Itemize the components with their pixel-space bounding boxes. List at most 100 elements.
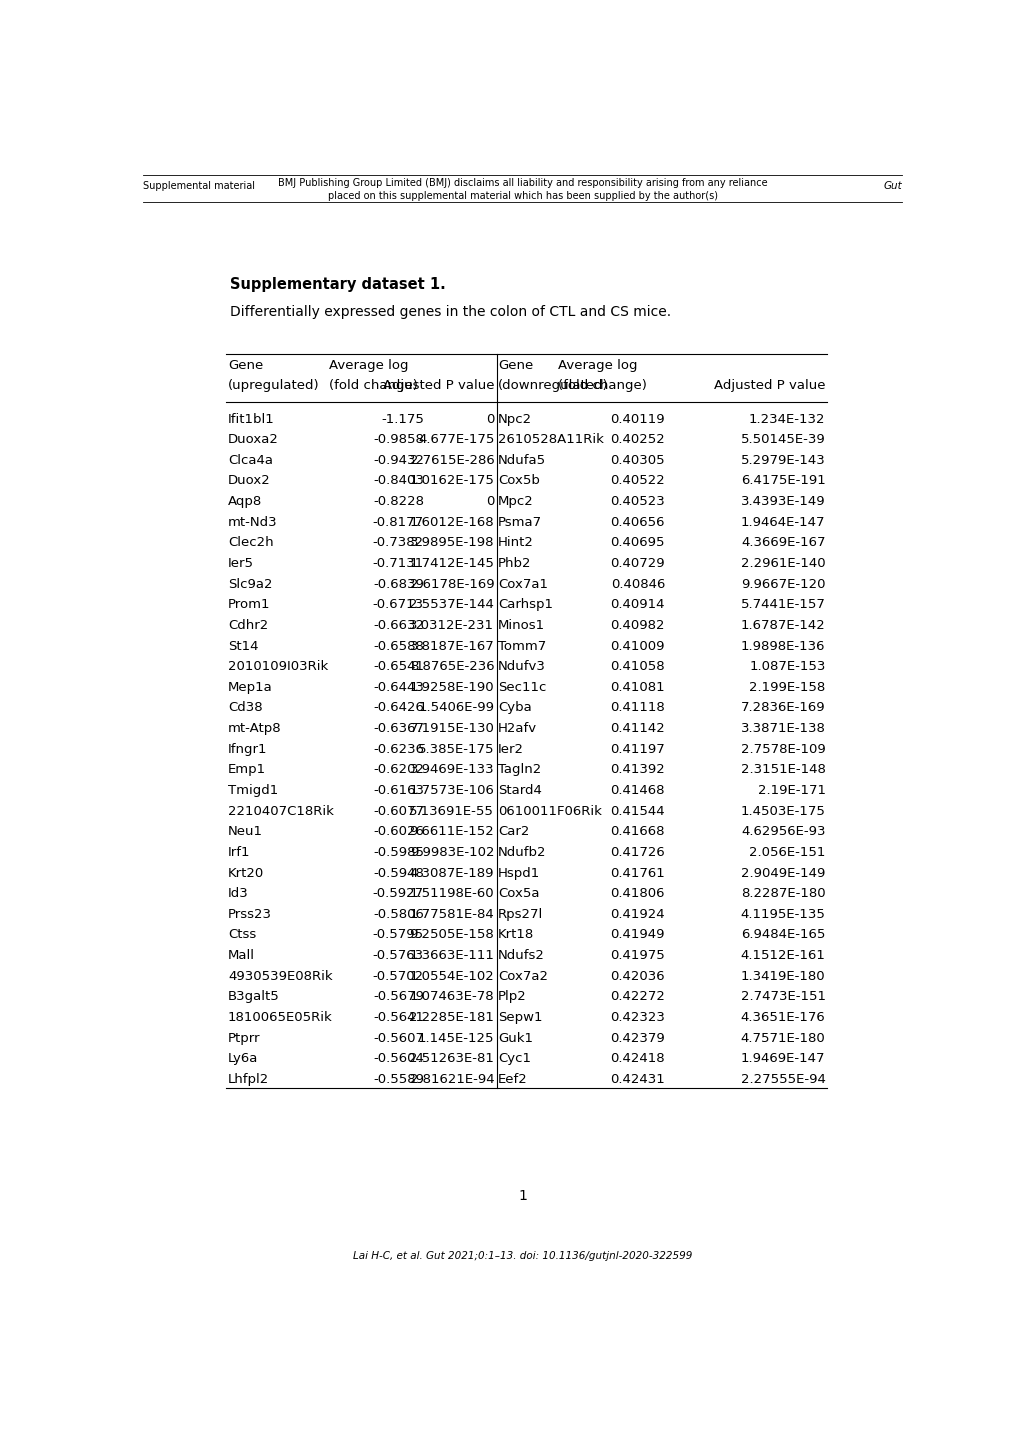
Text: 1.0554E-102: 1.0554E-102 <box>410 969 494 982</box>
Text: Sepw1: Sepw1 <box>497 1011 542 1024</box>
Text: 9.9983E-102: 9.9983E-102 <box>410 846 494 859</box>
Text: 2.51263E-81: 2.51263E-81 <box>409 1053 494 1066</box>
Text: 0610011F06Rik: 0610011F06Rik <box>497 805 601 818</box>
Text: 2610528A11Rik: 2610528A11Rik <box>497 433 603 446</box>
Text: -0.6077: -0.6077 <box>373 805 424 818</box>
Text: 0.41924: 0.41924 <box>609 908 664 921</box>
Text: Ifit1bl1: Ifit1bl1 <box>227 412 274 425</box>
Text: Slc9a2: Slc9a2 <box>227 578 272 591</box>
Text: -0.6236: -0.6236 <box>373 743 424 756</box>
Text: 0.41081: 0.41081 <box>609 681 664 694</box>
Text: 1.6787E-142: 1.6787E-142 <box>740 619 824 632</box>
Text: 3.9469E-133: 3.9469E-133 <box>410 763 494 776</box>
Text: 1.9258E-190: 1.9258E-190 <box>410 681 494 694</box>
Text: Ctss: Ctss <box>227 929 256 942</box>
Text: (fold change): (fold change) <box>329 379 418 392</box>
Text: Tmigd1: Tmigd1 <box>227 784 278 797</box>
Text: 1.9898E-136: 1.9898E-136 <box>740 639 824 653</box>
Text: 0.41009: 0.41009 <box>610 639 664 653</box>
Text: Psma7: Psma7 <box>497 516 542 529</box>
Text: Neu1: Neu1 <box>227 825 263 838</box>
Text: -0.5589: -0.5589 <box>373 1073 424 1086</box>
Text: 1.51198E-60: 1.51198E-60 <box>410 887 494 900</box>
Text: 0.40305: 0.40305 <box>609 454 664 467</box>
Text: 3.3871E-138: 3.3871E-138 <box>740 722 824 735</box>
Text: 3.4393E-149: 3.4393E-149 <box>740 495 824 508</box>
Text: 1.145E-125: 1.145E-125 <box>418 1031 494 1044</box>
Text: 0.40982: 0.40982 <box>610 619 664 632</box>
Text: 0.40914: 0.40914 <box>610 598 664 611</box>
Text: Mall: Mall <box>227 949 255 962</box>
Text: 4.3651E-176: 4.3651E-176 <box>740 1011 824 1024</box>
Text: 2.3151E-148: 2.3151E-148 <box>740 763 824 776</box>
Text: B3galt5: B3galt5 <box>227 991 279 1004</box>
Text: 0.40523: 0.40523 <box>609 495 664 508</box>
Text: Duoxa2: Duoxa2 <box>227 433 278 446</box>
Text: Tagln2: Tagln2 <box>497 763 541 776</box>
Text: 0.40656: 0.40656 <box>610 516 664 529</box>
Text: -0.6367: -0.6367 <box>373 722 424 735</box>
Text: Aqp8: Aqp8 <box>227 495 262 508</box>
Text: 2.2285E-181: 2.2285E-181 <box>409 1011 494 1024</box>
Text: 5.7441E-157: 5.7441E-157 <box>740 598 824 611</box>
Text: Ly6a: Ly6a <box>227 1053 258 1066</box>
Text: 0.41668: 0.41668 <box>610 825 664 838</box>
Text: -0.5763: -0.5763 <box>373 949 424 962</box>
Text: 8.8765E-236: 8.8765E-236 <box>410 660 494 673</box>
Text: 0.41949: 0.41949 <box>610 929 664 942</box>
Text: mt-Nd3: mt-Nd3 <box>227 516 277 529</box>
Text: Irf1: Irf1 <box>227 846 250 859</box>
Text: -0.6202: -0.6202 <box>373 763 424 776</box>
Text: Ndufb2: Ndufb2 <box>497 846 546 859</box>
Text: 9.6611E-152: 9.6611E-152 <box>410 825 494 838</box>
Text: Differentially expressed genes in the colon of CTL and CS mice.: Differentially expressed genes in the co… <box>230 306 671 320</box>
Text: 2.5537E-144: 2.5537E-144 <box>409 598 494 611</box>
Text: 0.40252: 0.40252 <box>609 433 664 446</box>
Text: 2.199E-158: 2.199E-158 <box>749 681 824 694</box>
Text: Supplementary dataset 1.: Supplementary dataset 1. <box>230 277 445 291</box>
Text: 4.677E-175: 4.677E-175 <box>418 433 494 446</box>
Text: -0.5795: -0.5795 <box>373 929 424 942</box>
Text: 1.7573E-106: 1.7573E-106 <box>409 784 494 797</box>
Text: -0.5702: -0.5702 <box>373 969 424 982</box>
Text: Phb2: Phb2 <box>497 557 531 570</box>
Text: Cyc1: Cyc1 <box>497 1053 531 1066</box>
Text: 5.13691E-55: 5.13691E-55 <box>409 805 494 818</box>
Text: 1.3663E-111: 1.3663E-111 <box>409 949 494 962</box>
Text: Mep1a: Mep1a <box>227 681 272 694</box>
Text: Lhfpl2: Lhfpl2 <box>227 1073 269 1086</box>
Text: Krt18: Krt18 <box>497 929 534 942</box>
Text: 6.4175E-191: 6.4175E-191 <box>740 474 824 487</box>
Text: 1.07463E-78: 1.07463E-78 <box>410 991 494 1004</box>
Text: 1.9469E-147: 1.9469E-147 <box>740 1053 824 1066</box>
Text: 0.40846: 0.40846 <box>610 578 664 591</box>
Text: Hint2: Hint2 <box>497 536 534 549</box>
Text: 2.7615E-286: 2.7615E-286 <box>410 454 494 467</box>
Text: 4.3669E-167: 4.3669E-167 <box>740 536 824 549</box>
Text: Gene: Gene <box>227 359 263 372</box>
Text: -0.6426: -0.6426 <box>373 701 424 714</box>
Text: Mpc2: Mpc2 <box>497 495 534 508</box>
Text: 0.41975: 0.41975 <box>609 949 664 962</box>
Text: -0.5927: -0.5927 <box>373 887 424 900</box>
Text: 1.9464E-147: 1.9464E-147 <box>740 516 824 529</box>
Text: 0.41058: 0.41058 <box>609 660 664 673</box>
Text: 7.2836E-169: 7.2836E-169 <box>740 701 824 714</box>
Text: -0.6443: -0.6443 <box>373 681 424 694</box>
Text: Eef2: Eef2 <box>497 1073 528 1086</box>
Text: 3.8187E-167: 3.8187E-167 <box>410 639 494 653</box>
Text: (downregulated): (downregulated) <box>497 379 608 392</box>
Text: 1.087E-153: 1.087E-153 <box>748 660 824 673</box>
Text: 0: 0 <box>485 412 494 425</box>
Text: 4.1195E-135: 4.1195E-135 <box>740 908 824 921</box>
Text: 4.62956E-93: 4.62956E-93 <box>740 825 824 838</box>
Text: 1: 1 <box>518 1190 527 1204</box>
Text: 0.41392: 0.41392 <box>609 763 664 776</box>
Text: 4930539E08Rik: 4930539E08Rik <box>227 969 332 982</box>
Text: 6.9484E-165: 6.9484E-165 <box>741 929 824 942</box>
Text: 0.42323: 0.42323 <box>609 1011 664 1024</box>
Text: -0.8177: -0.8177 <box>373 516 424 529</box>
Text: Prss23: Prss23 <box>227 908 272 921</box>
Text: Car2: Car2 <box>497 825 529 838</box>
Text: -0.8403: -0.8403 <box>373 474 424 487</box>
